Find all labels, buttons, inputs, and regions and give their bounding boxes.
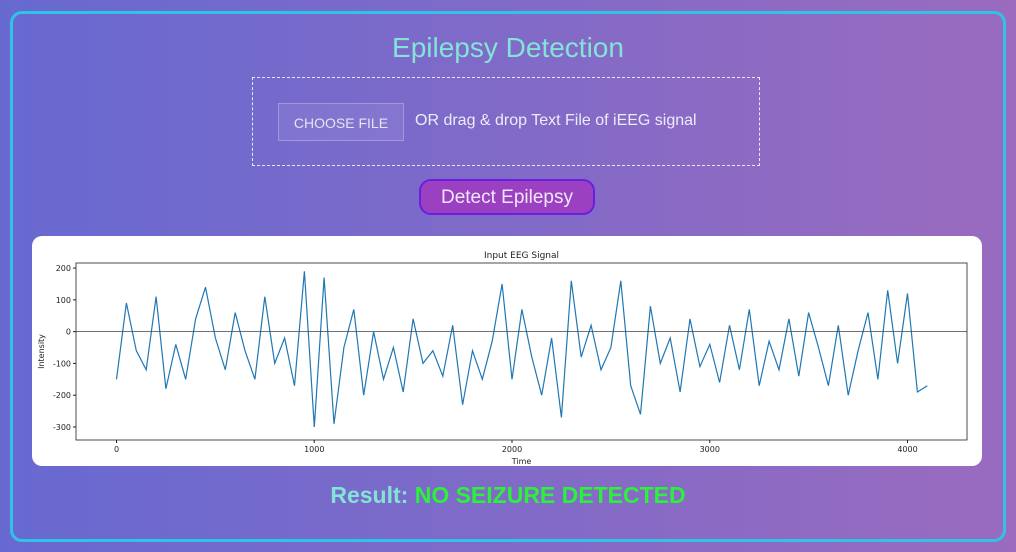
x-tick-label: 4000 <box>897 445 917 454</box>
signal-line <box>115 271 928 428</box>
drop-zone[interactable] <box>252 77 760 166</box>
choose-file-button[interactable]: CHOOSE FILE <box>278 103 404 141</box>
drop-hint: OR drag & drop Text File of iEEG signal <box>415 112 697 129</box>
y-tick-label: 200 <box>56 264 71 273</box>
y-tick-label: -200 <box>53 391 71 400</box>
plot-frame <box>75 262 968 441</box>
x-tick-label: 2000 <box>502 445 522 454</box>
x-tick-label: 1000 <box>304 445 324 454</box>
result-label: Result: <box>330 482 409 508</box>
y-axis-label: Intensity <box>37 334 46 369</box>
app-title: Epilepsy Detection <box>392 32 624 63</box>
detect-button[interactable]: Detect Epilepsy <box>419 179 595 215</box>
x-axis-label: Time <box>511 457 532 466</box>
chart-panel: Input EEG Signal Time Intensity 0 1000 2000 30… <box>32 236 982 466</box>
y-tick-label: -100 <box>53 359 71 368</box>
x-tick-label: 3000 <box>700 445 720 454</box>
result: Result: NO SEIZURE DETECTED <box>0 482 1016 509</box>
x-tick-label: 0 <box>114 445 119 454</box>
chart-title: Input EEG Signal <box>484 251 559 261</box>
result-value: NO SEIZURE DETECTED <box>414 482 686 508</box>
y-tick-label: -300 <box>53 423 71 432</box>
y-tick-label: 100 <box>56 296 71 305</box>
y-tick-label: 0 <box>66 328 71 337</box>
frame <box>10 11 1006 542</box>
